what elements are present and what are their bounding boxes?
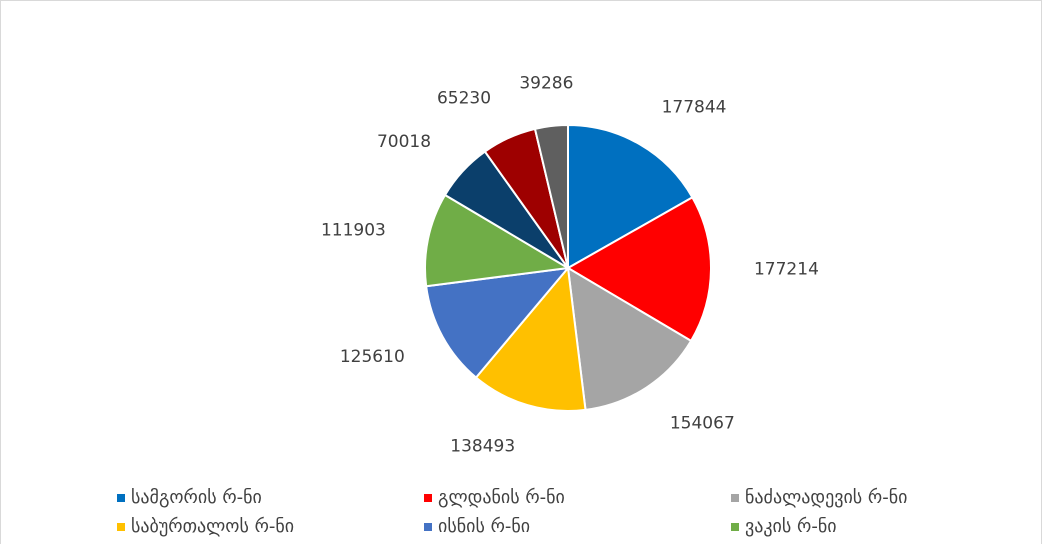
legend-label: ისნის რ-ნი	[438, 516, 530, 537]
legend-swatch	[117, 523, 125, 531]
pie-slice	[566, 196, 712, 343]
legend-swatch	[731, 523, 739, 531]
legend-swatch	[424, 523, 432, 531]
legend-label: საბურთალოს რ-ნი	[131, 516, 294, 537]
data-label: 39286	[519, 73, 573, 93]
pie-slice	[533, 123, 569, 269]
legend-label: გლდანის რ-ნი	[438, 487, 565, 508]
data-label: 65230	[437, 89, 491, 109]
data-label: 177844	[662, 97, 727, 117]
data-label: 138493	[450, 436, 515, 456]
pie-slice	[567, 123, 694, 270]
data-label: 154067	[670, 414, 735, 434]
legend-swatch	[117, 494, 125, 502]
data-label: 177214	[754, 260, 819, 280]
data-label: 125610	[340, 347, 405, 367]
pie-slice	[566, 266, 693, 412]
legend-label: სამგორის რ-ნი	[131, 487, 262, 508]
pie-slice	[424, 193, 572, 288]
legend-swatch	[731, 494, 739, 502]
data-label: 111903	[321, 220, 386, 240]
data-label: 70018	[377, 132, 431, 152]
pie-slice	[474, 265, 587, 412]
legend-label: ვაკის რ-ნი	[745, 516, 837, 537]
legend-label: ნაძალადევის რ-ნი	[745, 487, 907, 508]
legend-swatch	[424, 494, 432, 502]
pie-slice	[425, 266, 571, 379]
